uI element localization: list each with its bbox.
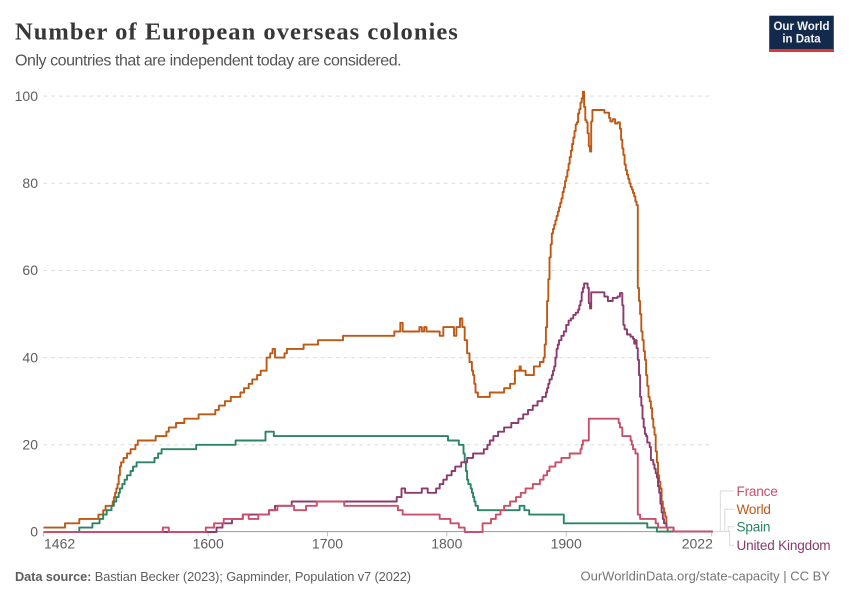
svg-text:United Kingdom: United Kingdom bbox=[737, 538, 831, 553]
svg-text:1700: 1700 bbox=[312, 536, 343, 552]
svg-text:80: 80 bbox=[22, 175, 38, 191]
svg-text:Only countries that are indepe: Only countries that are independent toda… bbox=[15, 53, 401, 70]
svg-text:OurWorldinData.org/state-capac: OurWorldinData.org/state-capacity | CC B… bbox=[580, 569, 830, 584]
svg-text:100: 100 bbox=[15, 88, 39, 104]
svg-text:40: 40 bbox=[22, 349, 38, 365]
svg-text:in Data: in Data bbox=[782, 34, 821, 46]
svg-text:20: 20 bbox=[22, 437, 38, 453]
svg-text:1900: 1900 bbox=[551, 536, 582, 552]
svg-text:Spain: Spain bbox=[737, 520, 771, 535]
svg-text:France: France bbox=[737, 484, 778, 499]
svg-text:Our World: Our World bbox=[773, 21, 829, 33]
svg-text:Data source: Bastian Becker (2: Data source: Bastian Becker (2023); Gapm… bbox=[15, 569, 411, 584]
svg-text:World: World bbox=[737, 502, 771, 517]
svg-text:60: 60 bbox=[22, 262, 38, 278]
svg-text:0: 0 bbox=[30, 524, 38, 540]
svg-text:Number of European overseas co: Number of European overseas colonies bbox=[15, 19, 459, 46]
svg-text:1462: 1462 bbox=[44, 536, 75, 552]
svg-text:1800: 1800 bbox=[431, 536, 462, 552]
svg-text:1600: 1600 bbox=[193, 536, 224, 552]
svg-text:2022: 2022 bbox=[682, 536, 713, 552]
